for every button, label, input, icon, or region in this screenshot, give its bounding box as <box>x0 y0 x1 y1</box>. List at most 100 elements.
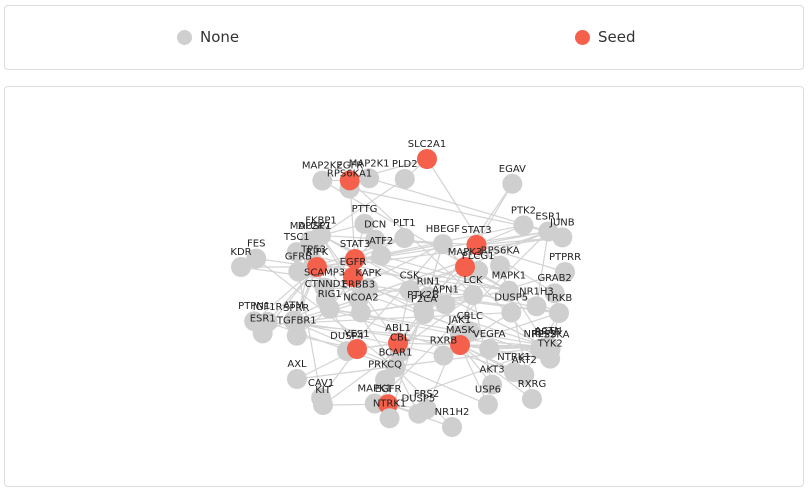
node[interactable] <box>433 345 454 366</box>
node[interactable] <box>371 245 392 266</box>
node[interactable] <box>538 336 559 357</box>
node-label: MASK <box>446 325 475 336</box>
node-label: GFRB <box>285 252 312 263</box>
node[interactable] <box>479 338 500 359</box>
node[interactable] <box>498 280 519 301</box>
node[interactable] <box>501 302 522 323</box>
node[interactable] <box>522 389 542 409</box>
node[interactable] <box>385 357 406 378</box>
node[interactable] <box>300 230 321 251</box>
edge <box>395 367 453 428</box>
node[interactable] <box>435 294 456 315</box>
node-label: USP6 <box>475 385 501 396</box>
seed-node[interactable] <box>345 249 365 269</box>
legend-item-none[interactable]: None <box>177 28 239 46</box>
node-label: PLD2 <box>392 159 418 170</box>
labels-layer: SLC2A1 CBLC ATM BRAF DUSP1 MAPK1 ATF2 SCAMP3 DCN… <box>230 139 581 418</box>
network-graph[interactable]: SLC2A1 CBLC ATM BRAF DUSP1 MAPK1 ATF2 SCAMP3 DCN… <box>5 87 803 486</box>
node[interactable] <box>257 311 278 332</box>
node-label: SPRR <box>283 303 309 314</box>
edge <box>387 346 548 405</box>
node-label: DUSP5 <box>494 293 528 304</box>
node[interactable] <box>555 262 575 282</box>
seed-node[interactable] <box>466 234 487 255</box>
legend-panel: None Seed <box>4 5 804 70</box>
seed-node[interactable] <box>455 257 475 277</box>
seed-node[interactable] <box>343 267 363 287</box>
node-label: FKBP1 <box>305 215 337 226</box>
seed-node[interactable] <box>450 335 470 355</box>
legend-item-seed[interactable]: Seed <box>575 28 636 46</box>
legend-seed-swatch <box>575 29 590 45</box>
node-label: AXL <box>287 359 307 370</box>
node[interactable] <box>286 312 307 333</box>
node-label: TGFBR1 <box>276 316 317 327</box>
node-label: EGFR <box>375 384 402 395</box>
node-label: DUSP1 <box>298 221 332 232</box>
node[interactable] <box>538 221 559 242</box>
node-label: JUNB <box>549 217 575 228</box>
node[interactable] <box>379 408 400 429</box>
node[interactable] <box>287 369 307 389</box>
node[interactable] <box>490 255 511 276</box>
node-label: NTRK1 <box>497 352 530 363</box>
node[interactable] <box>359 168 380 189</box>
node[interactable] <box>246 248 267 269</box>
node-label: DCN <box>364 220 386 231</box>
node[interactable] <box>442 417 462 437</box>
node[interactable] <box>432 234 453 255</box>
seed-node[interactable] <box>307 257 327 277</box>
node-label: MAPK1 <box>492 271 526 282</box>
node[interactable] <box>416 399 437 420</box>
node[interactable] <box>394 168 415 189</box>
node-label: EGFR <box>340 257 367 268</box>
node[interactable] <box>399 280 420 301</box>
node-label: MAP2K7 <box>290 221 331 232</box>
node[interactable] <box>350 302 371 323</box>
node[interactable] <box>354 213 375 234</box>
seed-node[interactable] <box>417 149 437 169</box>
node-label: ATM <box>283 301 304 312</box>
node[interactable] <box>482 374 503 395</box>
node[interactable] <box>394 228 415 249</box>
node[interactable] <box>313 395 333 415</box>
node-label: ATF2 <box>369 236 393 247</box>
node[interactable] <box>231 257 251 277</box>
node-label: RIPK <box>306 247 329 258</box>
edge <box>459 344 533 400</box>
node[interactable] <box>513 215 534 236</box>
node-label: NR1H3 <box>519 286 554 297</box>
node[interactable] <box>315 289 336 310</box>
node-label: CTNND1 <box>305 279 347 290</box>
node-label: PTTG <box>352 204 378 215</box>
node[interactable] <box>477 394 498 415</box>
node-label: LCK <box>463 275 483 286</box>
node-label: FRS2 <box>414 389 439 400</box>
edge <box>459 312 560 346</box>
node[interactable] <box>544 283 565 304</box>
node-label: TSC1 <box>283 232 310 243</box>
node[interactable] <box>502 173 523 194</box>
node[interactable] <box>549 303 569 323</box>
node-label: GRAB2 <box>537 273 571 284</box>
node[interactable] <box>312 170 333 191</box>
seed-node[interactable] <box>339 170 360 191</box>
node-label: ESR1 <box>535 211 561 222</box>
node[interactable] <box>358 278 379 299</box>
seed-node[interactable] <box>347 339 367 359</box>
node-label: PTPRR <box>549 252 581 263</box>
node[interactable] <box>286 242 307 263</box>
node-label: CBLC <box>457 311 483 322</box>
node[interactable] <box>526 296 547 317</box>
node-label: MAPK3 <box>448 247 482 258</box>
edge <box>476 244 566 273</box>
node[interactable] <box>514 364 535 385</box>
seed-node[interactable] <box>388 333 408 353</box>
edge <box>296 322 461 346</box>
node[interactable] <box>463 285 484 306</box>
node[interactable] <box>418 286 439 307</box>
node[interactable] <box>288 261 309 282</box>
node[interactable] <box>365 229 386 250</box>
node-label: EGAV <box>499 164 526 175</box>
edge <box>298 224 524 273</box>
